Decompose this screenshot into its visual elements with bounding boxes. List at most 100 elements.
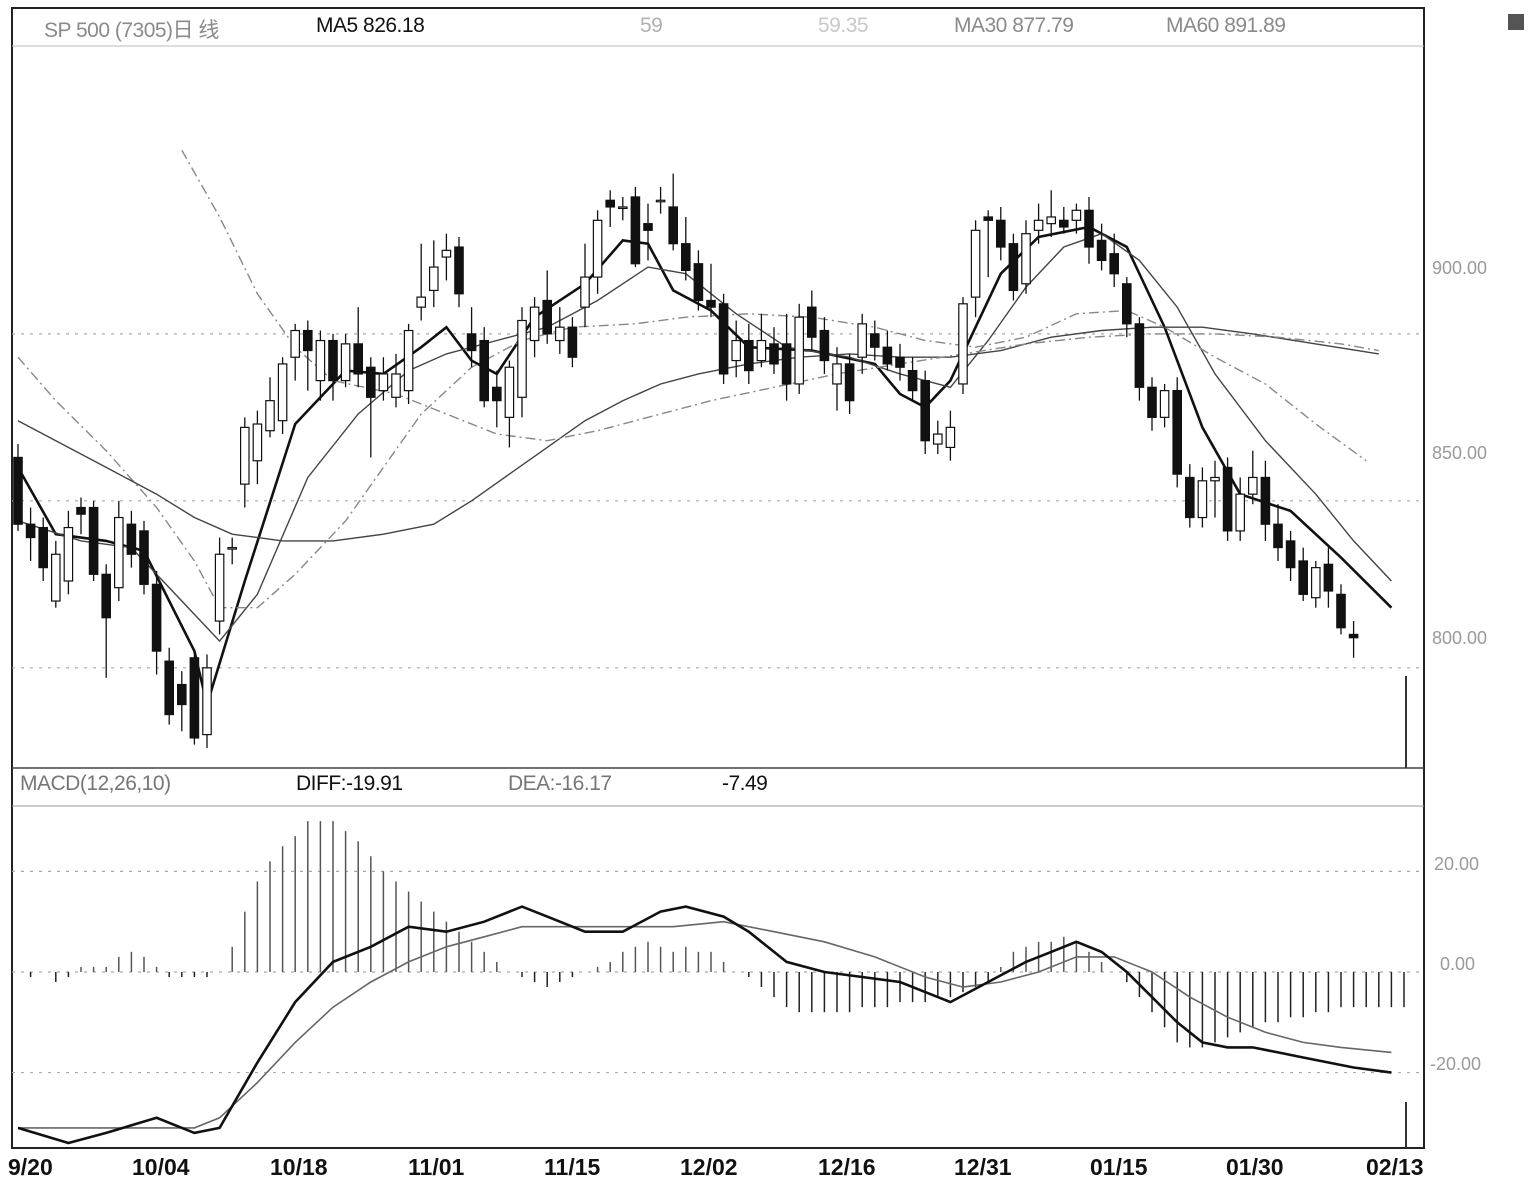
- candle-up: [1159, 390, 1170, 418]
- ma60-value: MA60 891.89: [1166, 14, 1286, 37]
- x-axis-label: 11/15: [544, 1154, 601, 1180]
- candle-down: [1008, 243, 1019, 292]
- candle-down: [479, 339, 489, 402]
- candle-down: [151, 583, 162, 652]
- candle-down: [743, 339, 754, 372]
- candle-up: [214, 553, 225, 622]
- candle-down: [1058, 219, 1069, 228]
- candle-down: [139, 530, 149, 585]
- candle-up: [416, 296, 426, 308]
- candle-down: [101, 573, 111, 619]
- candle-up: [1247, 476, 1258, 495]
- price-axis-label: 800.00: [1432, 628, 1488, 648]
- macd-diff-line: [17, 905, 1392, 1145]
- candle-down: [1260, 476, 1271, 525]
- candle-down: [1348, 633, 1359, 639]
- price-axis-label: 850.00: [1432, 443, 1488, 463]
- panel-resize-handle[interactable]: [1508, 14, 1524, 30]
- candle-down: [1147, 386, 1157, 418]
- candle-down: [1096, 239, 1107, 261]
- candle-down: [1222, 466, 1233, 532]
- candle-up: [794, 316, 804, 385]
- candle-up: [227, 546, 237, 550]
- ma-line-ma20: [17, 309, 1367, 609]
- candle-up: [1033, 219, 1044, 231]
- candle-down: [1084, 209, 1094, 248]
- candle-down: [630, 196, 641, 265]
- candle-up: [504, 366, 515, 418]
- candle-down: [819, 329, 830, 362]
- candle-down: [76, 506, 86, 515]
- candle-down: [806, 306, 817, 338]
- candle-up: [655, 199, 666, 203]
- candle-down: [567, 326, 578, 358]
- candle-down: [38, 526, 48, 569]
- candle-down: [983, 216, 993, 221]
- candle-up: [202, 667, 212, 736]
- x-axis-label: 10/04: [132, 1154, 190, 1180]
- candle-down: [1184, 476, 1195, 519]
- candle-down: [769, 343, 779, 365]
- chart-border: [11, 7, 1425, 1149]
- candle-down: [177, 683, 187, 706]
- candle-down: [366, 366, 376, 398]
- candle-down: [1109, 253, 1119, 275]
- candle-up: [617, 206, 628, 210]
- candle-down: [1336, 593, 1346, 629]
- macd-title: MACD(12,26,10): [20, 772, 171, 795]
- candle-down: [164, 660, 174, 716]
- candle-up: [1071, 209, 1082, 221]
- macd-axis-label: 0.00: [1440, 954, 1476, 974]
- candle-up: [1310, 567, 1321, 599]
- candle-down: [542, 299, 552, 335]
- candle-up: [1197, 480, 1208, 519]
- candle-down: [693, 263, 704, 302]
- candle-down: [895, 356, 905, 368]
- candle-up: [731, 339, 741, 362]
- candle-up: [63, 526, 74, 582]
- candle-down: [706, 299, 716, 308]
- candle-up: [580, 276, 590, 308]
- candle-down: [13, 456, 23, 525]
- candle-down: [1323, 563, 1334, 592]
- candle-up: [1235, 493, 1245, 532]
- candle-up: [50, 553, 61, 602]
- candle-up: [252, 423, 263, 462]
- candle-up: [970, 229, 981, 298]
- macd-axis-label: -20.00: [1430, 1054, 1482, 1074]
- candle-up: [529, 306, 540, 342]
- x-axis-label: 02/13: [1366, 1154, 1424, 1180]
- candle-up: [958, 303, 968, 385]
- candle-down: [643, 223, 653, 231]
- candle-up: [1046, 216, 1056, 225]
- x-axis-label: 01/30: [1226, 1154, 1284, 1180]
- ma30-value: MA30 877.79: [954, 14, 1074, 37]
- ma10-value: 59: [640, 14, 663, 37]
- symbol-title: SP 500 (7305)日 线: [44, 19, 219, 42]
- macd-dea-line: [18, 920, 1392, 1129]
- candle-down: [869, 333, 880, 348]
- x-axis-label: 12/31: [954, 1154, 1012, 1180]
- candle-up: [240, 426, 250, 485]
- candle-up: [403, 329, 414, 392]
- candle-up: [391, 373, 401, 398]
- candle-down: [907, 369, 918, 392]
- macd-diff-value: DIFF:-19.91: [296, 772, 403, 795]
- candle-down: [1172, 390, 1182, 475]
- candle-up: [113, 516, 124, 589]
- candle-down: [328, 339, 338, 382]
- candle-down: [920, 380, 930, 442]
- candle-up: [756, 339, 767, 362]
- x-axis-label: 10/18: [270, 1154, 328, 1180]
- candle-up: [290, 329, 300, 358]
- macd-axis-label: 20.00: [1434, 854, 1480, 874]
- candle-up: [315, 339, 326, 382]
- ma-line-ma10: [17, 232, 1392, 643]
- candle-down: [995, 219, 1006, 248]
- candle-down: [844, 363, 855, 402]
- candle-up: [857, 323, 867, 358]
- candle-up: [1021, 233, 1031, 285]
- candle-down: [882, 346, 893, 365]
- candle-down: [605, 199, 615, 208]
